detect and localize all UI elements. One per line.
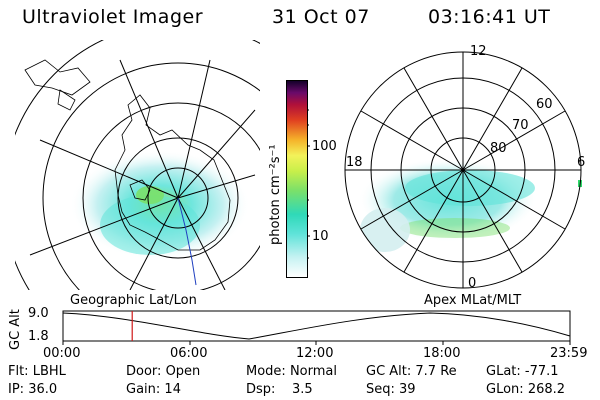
lat-label-60: 60 bbox=[536, 97, 553, 112]
status-seq: Seq: 39 bbox=[366, 382, 416, 397]
status-gc-alt: GC Alt: 7.7 Re bbox=[366, 364, 457, 379]
status-mode: Mode: Normal bbox=[246, 364, 337, 379]
mlt-label-0: 0 bbox=[468, 276, 477, 291]
xtick-0600: 06:00 bbox=[170, 346, 208, 361]
xtick-2359: 23:59 bbox=[550, 346, 588, 361]
altitude-curve bbox=[62, 312, 571, 340]
ytick-9: 9.0 bbox=[28, 306, 49, 321]
ytick-1-8: 1.8 bbox=[28, 329, 49, 344]
status-dsp: Dsp: 3.5 bbox=[246, 382, 313, 397]
mlt-label-12: 12 bbox=[470, 44, 487, 59]
apex-caption: Apex MLat/MLT bbox=[424, 293, 522, 308]
colorbar-tick-100: 100 bbox=[312, 139, 337, 154]
geographic-map bbox=[15, 40, 260, 290]
instrument-title: Ultraviolet Imager bbox=[22, 6, 204, 28]
date-label: 31 Oct 07 bbox=[272, 6, 370, 28]
xtick-1800: 18:00 bbox=[423, 346, 461, 361]
colorbar-tick-10: 10 bbox=[312, 229, 329, 244]
intensity-colorbar bbox=[286, 80, 308, 278]
altitude-timeline bbox=[62, 310, 571, 345]
lat-label-80: 80 bbox=[490, 141, 507, 156]
lat-label-70: 70 bbox=[512, 118, 529, 133]
xtick-1200: 12:00 bbox=[296, 346, 334, 361]
mlt-label-18: 18 bbox=[346, 155, 363, 170]
status-glat: GLat: -77.1 bbox=[486, 364, 559, 379]
status-flt: Flt: LBHL bbox=[8, 364, 66, 379]
status-gain: Gain: 14 bbox=[126, 382, 181, 397]
terminator-line bbox=[177, 197, 197, 286]
mlt-label-6: 6 bbox=[577, 155, 586, 170]
geo-caption: Geographic Lat/Lon bbox=[70, 293, 197, 308]
xtick-0000: 00:00 bbox=[43, 346, 81, 361]
apex-map bbox=[344, 51, 582, 289]
colorbar-title: photon cm⁻²s⁻¹ bbox=[268, 144, 283, 245]
status-glon: GLon: 268.2 bbox=[486, 382, 566, 397]
time-label: 03:16:41 UT bbox=[428, 6, 551, 28]
timeline-ylabel: GC Alt bbox=[8, 309, 23, 350]
status-ip: IP: 36.0 bbox=[8, 382, 58, 397]
status-door: Door: Open bbox=[126, 364, 201, 379]
